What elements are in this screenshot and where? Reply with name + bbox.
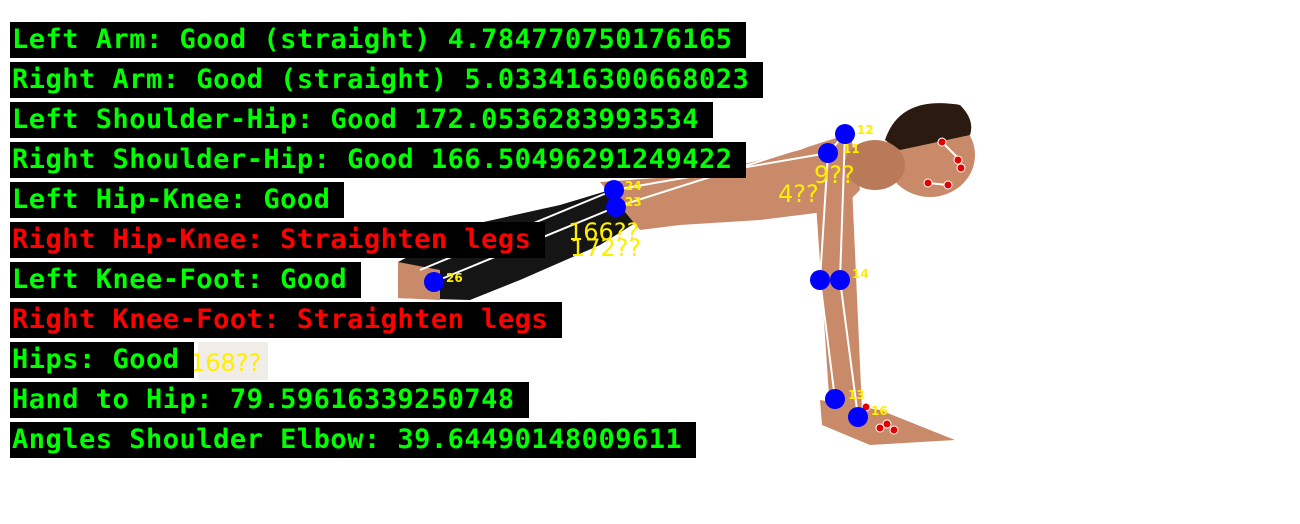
face-points (861, 137, 966, 435)
torso (600, 130, 860, 230)
hair (885, 103, 972, 150)
keypoints (424, 124, 868, 427)
feedback-left-shoulder-hip: Left Shoulder-Hip: Good 172.053628399353… (10, 102, 713, 138)
keypoint-label: 16 (871, 404, 888, 418)
keypoint-label: 14 (852, 267, 869, 281)
angle-annotation: 9?? (814, 161, 855, 189)
feedback-right-hip-knee: Right Hip-Knee: Straighten legs (10, 222, 546, 258)
feedback-hips: Hips: Good (10, 342, 194, 378)
feedback-right-shoulder-hip: Right Shoulder-Hip: Good 166.50496291249… (10, 142, 747, 178)
hand-point (882, 419, 892, 429)
feedback-hand-to-hip: Hand to Hip: 79.59616339250748 (10, 382, 529, 418)
keypoint-26 (424, 272, 444, 292)
face-point (953, 155, 963, 165)
feedback-left-hip-knee: Left Hip-Knee: Good (10, 182, 345, 218)
bone-right-upper-arm (819, 152, 829, 281)
feedback-angles-shoulder-elbow: Angles Shoulder Elbow: 39.64490148009611 (10, 422, 697, 458)
face-point (956, 163, 966, 173)
image-patch (198, 342, 268, 380)
keypoint-13 (825, 389, 845, 409)
keypoint-label: 13 (848, 388, 865, 402)
face-point (943, 180, 953, 190)
bone-right-forearm (819, 279, 836, 400)
keypoint-labels: 12 11 24 23 14 13 16 26 (446, 123, 888, 418)
keypoint-label: 23 (625, 195, 642, 209)
face-point (937, 137, 947, 147)
keypoint-16 (848, 407, 868, 427)
keypoint-label: 11 (843, 142, 860, 156)
keypoint-24 (604, 180, 624, 200)
angle-annotation: 168?? (190, 349, 261, 377)
angle-annotation: 4?? (778, 180, 819, 208)
feedback-right-arm: Right Arm: Good (straight) 5.03341630066… (10, 62, 764, 98)
feedback-right-knee-foot: Right Knee-Foot: Straighten legs (10, 302, 563, 338)
face-point (923, 178, 933, 188)
keypoint-label: 26 (446, 271, 463, 285)
keypoint-23 (606, 197, 626, 217)
neck (845, 140, 905, 190)
angle-annotations: 4?? 9?? 166?? 172?? (568, 161, 855, 262)
feedback-left-arm: Left Arm: Good (straight) 4.784770750176… (10, 22, 747, 58)
hand-point (875, 423, 885, 433)
bone-left-upper-arm (839, 133, 846, 281)
keypoint-12 (835, 124, 855, 144)
keypoint-label: 24 (625, 179, 642, 193)
angle-annotation: 166?? (568, 218, 639, 246)
keypoint-11 (818, 143, 838, 163)
keypoint-14 (830, 270, 850, 290)
hand-point (889, 425, 899, 435)
bone-left-forearm (839, 279, 859, 418)
keypoint-13-elbow (810, 270, 830, 290)
keypoint-label: 12 (857, 123, 874, 137)
angle-annotation: 172?? (570, 234, 641, 262)
feedback-left-knee-foot: Left Knee-Foot: Good (10, 262, 362, 298)
